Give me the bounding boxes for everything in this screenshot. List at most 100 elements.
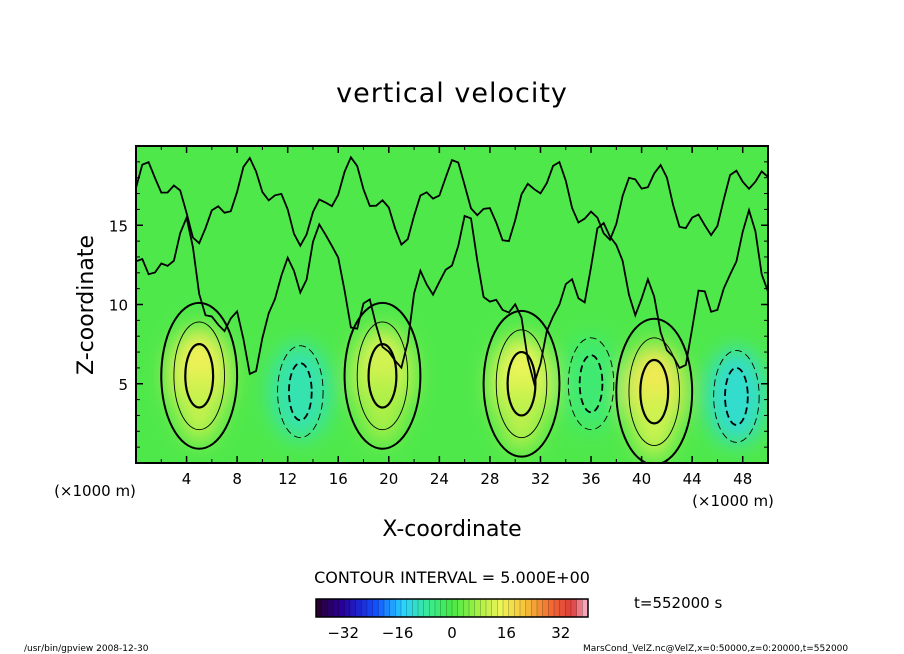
contour-zero	[136, 207, 768, 387]
x-tick-label: 44	[683, 470, 702, 488]
colorbar-cell	[355, 599, 362, 617]
contour-positive	[173, 321, 225, 431]
x-tick-label: 24	[430, 470, 449, 488]
colorbar-cell	[435, 599, 442, 617]
colorbar-cell	[514, 599, 521, 617]
y-axis: 5 10 15	[109, 161, 768, 448]
colorbar-tick-label: 16	[497, 624, 516, 642]
x-tick-label: 40	[632, 470, 651, 488]
colorbar-cell	[412, 599, 419, 617]
colorbar-cell	[508, 599, 515, 617]
colorbar-tick-label: 32	[551, 624, 570, 642]
colorbar-cell	[491, 599, 498, 617]
contour-positive	[495, 329, 548, 439]
y-tick-label: 5	[118, 376, 128, 394]
colorbar-cell	[344, 599, 351, 617]
colorbar-tick-label: 0	[447, 624, 457, 642]
contour-positive	[639, 358, 670, 425]
plot-area	[136, 146, 768, 463]
x-tick-label: 20	[379, 470, 398, 488]
colorbar-cell	[520, 599, 527, 617]
contour-lines	[136, 155, 768, 463]
contour-negative	[277, 345, 324, 439]
contour-positive	[506, 350, 537, 417]
y-tick-label: 10	[109, 297, 128, 315]
colorbar-cell	[389, 599, 396, 617]
x-tick-label: 36	[581, 470, 600, 488]
colorbar-cell	[423, 599, 430, 617]
time-label: t=552000 s	[634, 594, 722, 612]
colorbar-cell	[582, 599, 589, 617]
colorbar-cell	[384, 599, 391, 617]
colorbar-cell	[350, 599, 357, 617]
colorbar-cell	[429, 599, 436, 617]
colorbar-cell	[401, 599, 408, 617]
chart-title: vertical velocity	[336, 78, 568, 109]
x-tick-label: 32	[531, 470, 550, 488]
colorbar-cell	[554, 599, 561, 617]
colorbar-cell	[446, 599, 453, 617]
contour-positive	[184, 343, 215, 409]
colorbar-cell	[367, 599, 374, 617]
x-axis-label: X-coordinate	[382, 517, 521, 542]
colorbar-cell	[361, 599, 368, 617]
colorbar-cell	[321, 599, 328, 617]
contour-positive	[356, 321, 409, 431]
colorbar-cell	[542, 599, 549, 617]
contour-negative	[578, 354, 604, 414]
contour-positive	[628, 337, 680, 447]
x-tick-label: 12	[278, 470, 297, 488]
colorbar-cell	[406, 599, 413, 617]
colorbar-cell	[469, 599, 476, 617]
colorbar-cell	[548, 599, 555, 617]
colorbar-cell	[497, 599, 504, 617]
footer-left: /usr/bin/gpview 2008-12-30	[24, 644, 149, 654]
colorbar-cell	[565, 599, 572, 617]
colorbar-cell	[571, 599, 578, 617]
contour-interval: CONTOUR INTERVAL = 5.000E+00	[314, 568, 590, 587]
field-blob	[706, 348, 767, 444]
x-tick-label: 48	[733, 470, 752, 488]
colorbar-cell	[333, 599, 340, 617]
colorbar-frame	[315, 598, 589, 618]
field-blob	[560, 336, 622, 432]
colorbar-cell	[503, 599, 510, 617]
colorbar-cell	[480, 599, 487, 617]
x-tick-label: 28	[480, 470, 499, 488]
contour-negative	[713, 350, 760, 443]
contour-positive	[615, 317, 694, 463]
colorbar-cell	[338, 599, 345, 617]
colorbar-cell	[316, 599, 323, 617]
contour-negative	[288, 362, 313, 422]
colorbar-cells	[315, 599, 589, 617]
footer-right: MarsCond_VelZ.nc@VelZ,x=0:50000,z=0:2000…	[583, 644, 848, 654]
colorbar-cell	[440, 599, 447, 617]
colorbar-cell	[395, 599, 402, 617]
colorbar-tick-label: −32	[327, 624, 359, 642]
x-tick-label: 4	[182, 470, 192, 488]
contour-positive	[160, 301, 239, 450]
x-tick-label: 8	[232, 470, 242, 488]
colorbar-cell	[559, 599, 566, 617]
colorbar-cell	[378, 599, 385, 617]
x-tick-label: 16	[329, 470, 348, 488]
y-unit-label: (×1000 m)	[54, 482, 136, 500]
colorbar-cell	[537, 599, 544, 617]
contour-negative	[567, 337, 615, 431]
colorbar: −32 −16 0 16 32	[315, 598, 589, 642]
colorbar-cell	[486, 599, 493, 617]
colorbar-cell	[531, 599, 538, 617]
y-axis-label: Z-coordinate	[74, 235, 99, 375]
colorbar-tick-label: −16	[382, 624, 414, 642]
contour-positive	[343, 301, 422, 450]
colorbar-cell	[327, 599, 334, 617]
colorbar-cell	[576, 599, 583, 617]
x-axis: 4 8 12 16 20 24 28 32 36 40 44 48	[160, 146, 752, 488]
colorbar-cell	[525, 599, 532, 617]
contour-positive	[482, 309, 561, 458]
colorbar-ticks: −32 −16 0 16 32	[327, 624, 570, 642]
colorbar-cell	[372, 599, 379, 617]
colorbar-cell	[452, 599, 459, 617]
x-unit-label: (×1000 m)	[692, 492, 774, 510]
